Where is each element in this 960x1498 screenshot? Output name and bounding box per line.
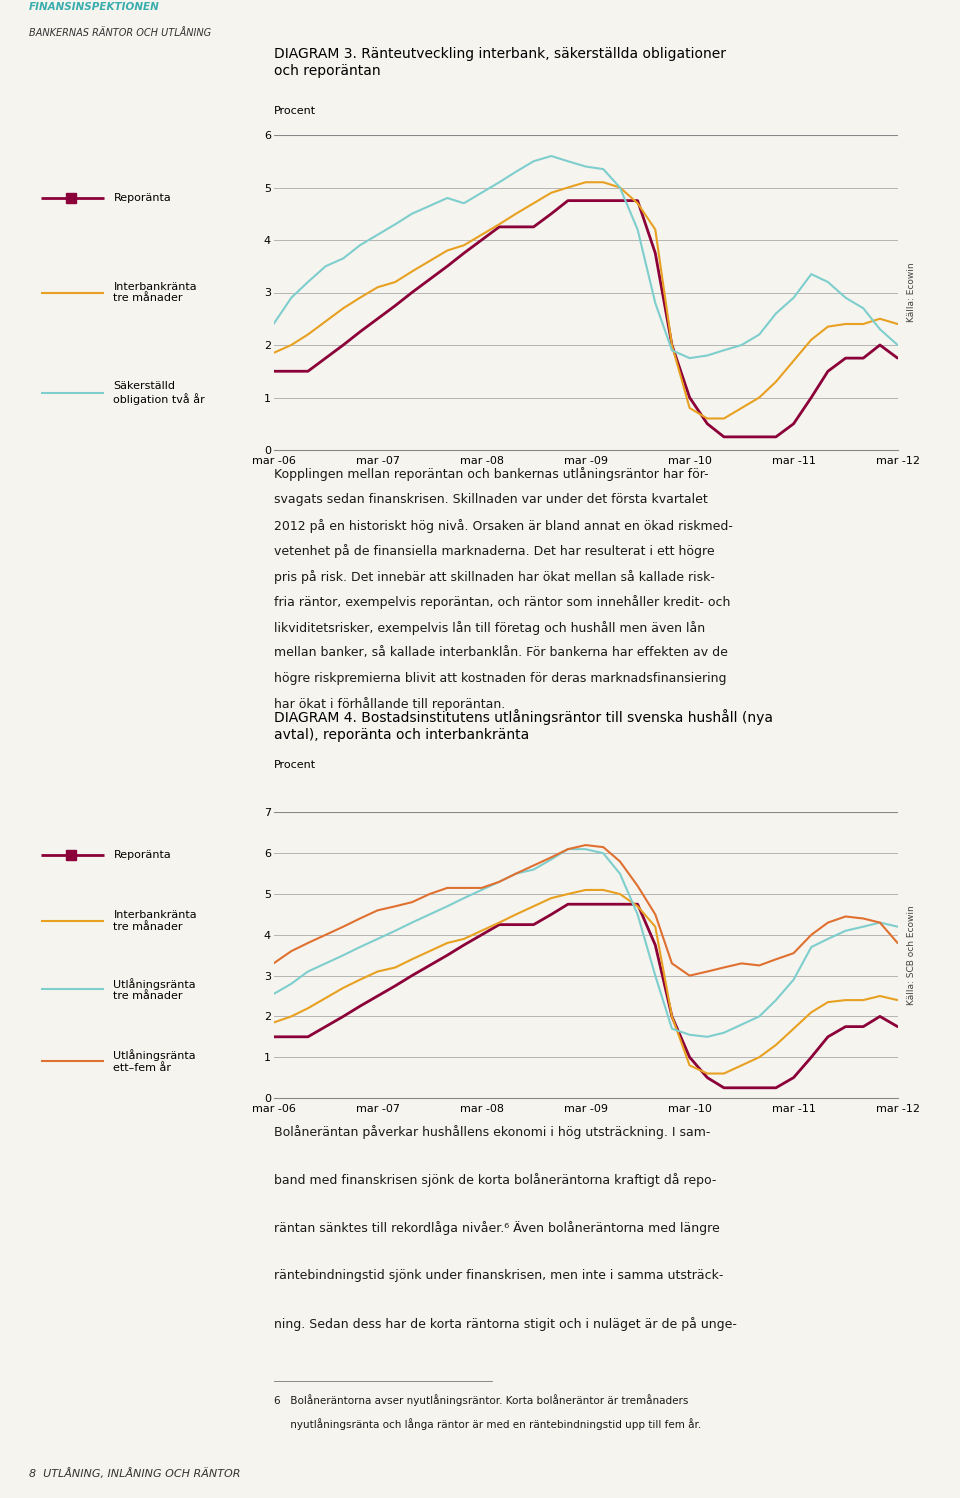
Text: FINANSINSPEKTIONEN: FINANSINSPEKTIONEN	[29, 1, 159, 12]
Text: ning. Sedan dess har de korta räntorna stigit och i nuläget är de på unge-: ning. Sedan dess har de korta räntorna s…	[274, 1317, 736, 1330]
Text: Interbankränta
tre månader: Interbankränta tre månader	[113, 911, 197, 932]
Text: DIAGRAM 4. Bostadsinstitutens utlåningsräntor till svenska hushåll (nya
avtal), : DIAGRAM 4. Bostadsinstitutens utlåningsr…	[274, 709, 773, 743]
Text: Reporänta: Reporänta	[113, 193, 171, 204]
Text: Procent: Procent	[274, 759, 316, 770]
Text: Kopplingen mellan reporäntan och bankernas utlåningsräntor har för-: Kopplingen mellan reporäntan och bankern…	[274, 467, 708, 481]
Text: räntebindningstid sjönk under finanskrisen, men inte i samma utsträck-: räntebindningstid sjönk under finanskris…	[274, 1269, 723, 1282]
Text: Reporänta: Reporänta	[113, 851, 171, 860]
Text: mellan banker, så kallade interbanklån. För bankerna har effekten av de: mellan banker, så kallade interbanklån. …	[274, 646, 728, 659]
Text: nyutlåningsränta och långa räntor är med en räntebindningstid upp till fem år.: nyutlåningsränta och långa räntor är med…	[274, 1419, 701, 1429]
Text: 2012 på en historiskt hög nivå. Orsaken är bland annat en ökad riskmed-: 2012 på en historiskt hög nivå. Orsaken …	[274, 518, 732, 532]
Text: Bolåneräntan påverkar hushållens ekonomi i hög utsträckning. I sam-: Bolåneräntan påverkar hushållens ekonomi…	[274, 1125, 710, 1140]
Text: Källa: SCB och Ecowin: Källa: SCB och Ecowin	[907, 905, 916, 1005]
Text: vetenhet på de finansiella marknaderna. Det har resulterat i ett högre: vetenhet på de finansiella marknaderna. …	[274, 544, 714, 557]
Text: 8  UTLÅNING, INLÅNING OCH RÄNTOR: 8 UTLÅNING, INLÅNING OCH RÄNTOR	[29, 1468, 240, 1480]
Text: Säkerställd
obligation två år: Säkerställd obligation två år	[113, 382, 205, 406]
Text: har ökat i förhållande till reporäntan.: har ökat i förhållande till reporäntan.	[274, 697, 505, 712]
Text: BANKERNAS RÄNTOR OCH UTLÅNING: BANKERNAS RÄNTOR OCH UTLÅNING	[29, 28, 211, 37]
Text: DIAGRAM 3. Ränteutveckling interbank, säkerställda obligationer
och reporäntan: DIAGRAM 3. Ränteutveckling interbank, sä…	[274, 46, 726, 78]
Text: svagats sedan finanskrisen. Skillnaden var under det första kvartalet: svagats sedan finanskrisen. Skillnaden v…	[274, 493, 708, 506]
Text: högre riskpremierna blivit att kostnaden för deras marknadsfinansiering: högre riskpremierna blivit att kostnaden…	[274, 671, 726, 685]
Text: pris på risk. Det innebär att skillnaden har ökat mellan så kallade risk-: pris på risk. Det innebär att skillnaden…	[274, 569, 714, 584]
Text: band med finanskrisen sjönk de korta bolåneräntorna kraftigt då repo-: band med finanskrisen sjönk de korta bol…	[274, 1173, 716, 1186]
Text: fria räntor, exempelvis reporäntan, och räntor som innehåller kredit- och: fria räntor, exempelvis reporäntan, och …	[274, 595, 730, 610]
Text: räntan sänktes till rekordlåga nivåer.⁶ Även bolåneräntorna med längre: räntan sänktes till rekordlåga nivåer.⁶ …	[274, 1221, 719, 1234]
Text: Interbankränta
tre månader: Interbankränta tre månader	[113, 282, 197, 303]
Text: 6   Bolåneräntorna avser nyutlåningsräntor. Korta bolåneräntor är tremånaders: 6 Bolåneräntorna avser nyutlåningsräntor…	[274, 1395, 688, 1407]
Text: Procent: Procent	[274, 106, 316, 115]
Text: Utlåningsränta
tre månader: Utlåningsränta tre månader	[113, 978, 196, 1001]
Text: Källa: Ecowin: Källa: Ecowin	[907, 262, 916, 322]
Text: likviditetsrisker, exempelvis lån till företag och hushåll men även lån: likviditetsrisker, exempelvis lån till f…	[274, 620, 705, 635]
Text: Utlåningsränta
ett–fem år: Utlåningsränta ett–fem år	[113, 1049, 196, 1073]
